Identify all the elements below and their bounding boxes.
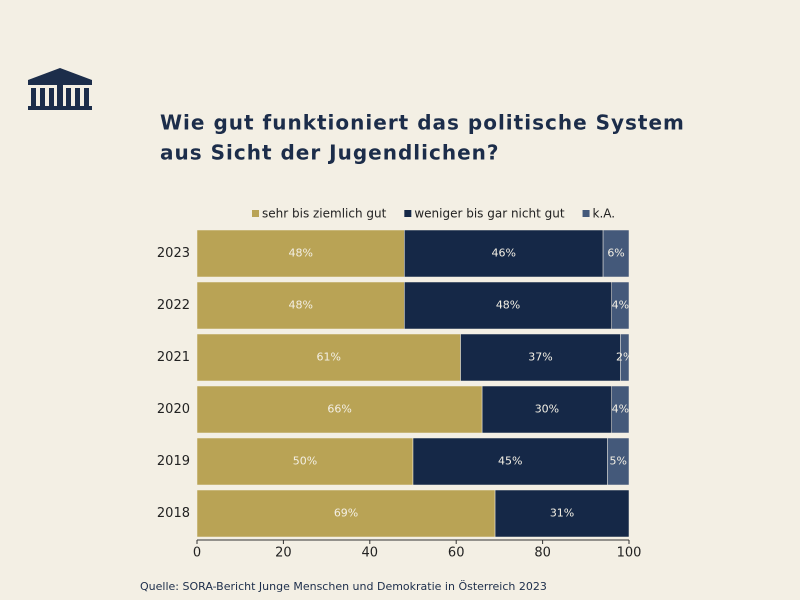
data-label: 69% [334,507,358,520]
x-tick-label: 40 [362,546,379,561]
bar-segment [196,333,461,382]
data-label: 66% [327,403,351,416]
bar-segment [460,333,621,382]
data-label: 5% [609,455,626,468]
data-label: 45% [498,455,522,468]
x-tick-label: 80 [534,546,551,561]
data-label: 46% [491,247,515,260]
data-label: 6% [607,247,624,260]
chart-title: Wie gut funktioniert das politische Syst… [160,111,685,135]
data-label: 61% [317,351,341,364]
data-label: 4% [612,403,629,416]
y-tick-label: 2019 [157,454,190,469]
legend-label: weniger bis gar nicht gut [414,207,565,221]
legend-swatch [404,210,412,217]
legend-swatch [252,210,259,217]
logo [28,68,92,110]
bar-segment [404,281,612,330]
data-label: 31% [550,507,574,520]
bar-segment [412,437,608,486]
data-label: 4% [612,299,629,312]
bar-segment [602,229,630,278]
x-tick-label: 0 [193,546,201,561]
y-tick-label: 2023 [157,246,190,261]
bar-segment [481,385,612,434]
y-tick-label: 2018 [157,506,190,521]
bar-segment [196,437,414,486]
source: Quelle: SORA-Bericht Junge Menschen und … [140,580,547,593]
data-label: 48% [288,247,312,260]
chart-title: aus Sicht der Jugendlichen? [160,141,500,165]
data-label: 50% [293,455,317,468]
x-tick-label: 60 [448,546,465,561]
x-tick-label: 20 [275,546,292,561]
bar-segment [611,385,630,434]
x-tick-label: 100 [617,546,642,561]
bar-segment [196,489,496,538]
legend-swatch [582,210,590,217]
bar-segment [607,437,630,486]
data-label: 48% [288,299,312,312]
y-tick-label: 2021 [157,350,190,365]
legend-label: sehr bis ziemlich gut [262,207,387,221]
data-label: 2% [616,351,633,364]
bar-segment [196,385,483,434]
bar-segment [611,281,630,330]
bar-segment [620,333,630,382]
data-label: 37% [528,351,552,364]
y-tick-label: 2020 [157,402,190,417]
data-label: 30% [535,403,559,416]
bar-segment [494,489,630,538]
data-label: 48% [496,299,520,312]
legend-label: k.A. [593,207,616,221]
y-tick-label: 2022 [157,298,190,313]
